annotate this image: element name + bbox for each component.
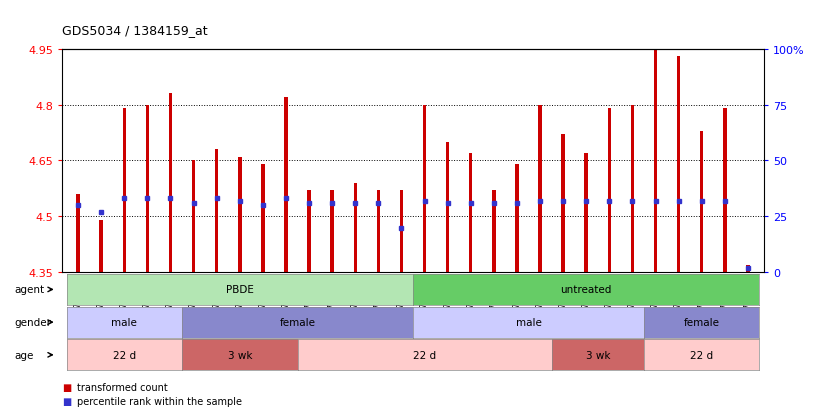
- Text: 22 d: 22 d: [112, 350, 135, 360]
- Text: ■: ■: [62, 396, 71, 406]
- Bar: [631, 105, 634, 273]
- Bar: [122, 109, 126, 273]
- Bar: [215, 150, 218, 273]
- Text: 3 wk: 3 wk: [227, 350, 252, 360]
- Bar: [539, 105, 542, 273]
- Bar: [76, 195, 80, 273]
- Text: female: female: [684, 317, 719, 328]
- Bar: [492, 191, 496, 273]
- Text: 22 d: 22 d: [691, 350, 714, 360]
- Text: PBDE: PBDE: [225, 285, 254, 295]
- Text: untreated: untreated: [561, 285, 612, 295]
- Bar: [676, 57, 681, 273]
- Bar: [261, 165, 264, 273]
- Bar: [145, 105, 150, 273]
- Text: GDS5034 / 1384159_at: GDS5034 / 1384159_at: [62, 24, 207, 37]
- Bar: [192, 161, 195, 273]
- Bar: [169, 94, 173, 273]
- Bar: [284, 98, 287, 273]
- Text: 22 d: 22 d: [413, 350, 436, 360]
- Bar: [700, 131, 704, 273]
- Bar: [99, 221, 103, 273]
- Bar: [515, 165, 519, 273]
- Text: female: female: [279, 317, 316, 328]
- Bar: [608, 109, 611, 273]
- Bar: [562, 135, 565, 273]
- Text: transformed count: transformed count: [77, 382, 168, 392]
- Text: age: age: [14, 350, 34, 360]
- Bar: [653, 50, 657, 273]
- Bar: [446, 142, 449, 273]
- Bar: [330, 191, 334, 273]
- Bar: [585, 154, 588, 273]
- Bar: [746, 265, 750, 273]
- Text: gender: gender: [14, 317, 51, 328]
- Text: male: male: [112, 317, 137, 328]
- Text: ■: ■: [62, 382, 71, 392]
- Bar: [377, 191, 380, 273]
- Bar: [400, 191, 403, 273]
- Bar: [423, 105, 426, 273]
- Bar: [723, 109, 727, 273]
- Bar: [238, 157, 241, 273]
- Text: 3 wk: 3 wk: [586, 350, 610, 360]
- Bar: [354, 183, 357, 273]
- Bar: [469, 154, 472, 273]
- Bar: [307, 191, 311, 273]
- Text: percentile rank within the sample: percentile rank within the sample: [77, 396, 242, 406]
- Text: agent: agent: [14, 285, 45, 295]
- Text: male: male: [515, 317, 541, 328]
